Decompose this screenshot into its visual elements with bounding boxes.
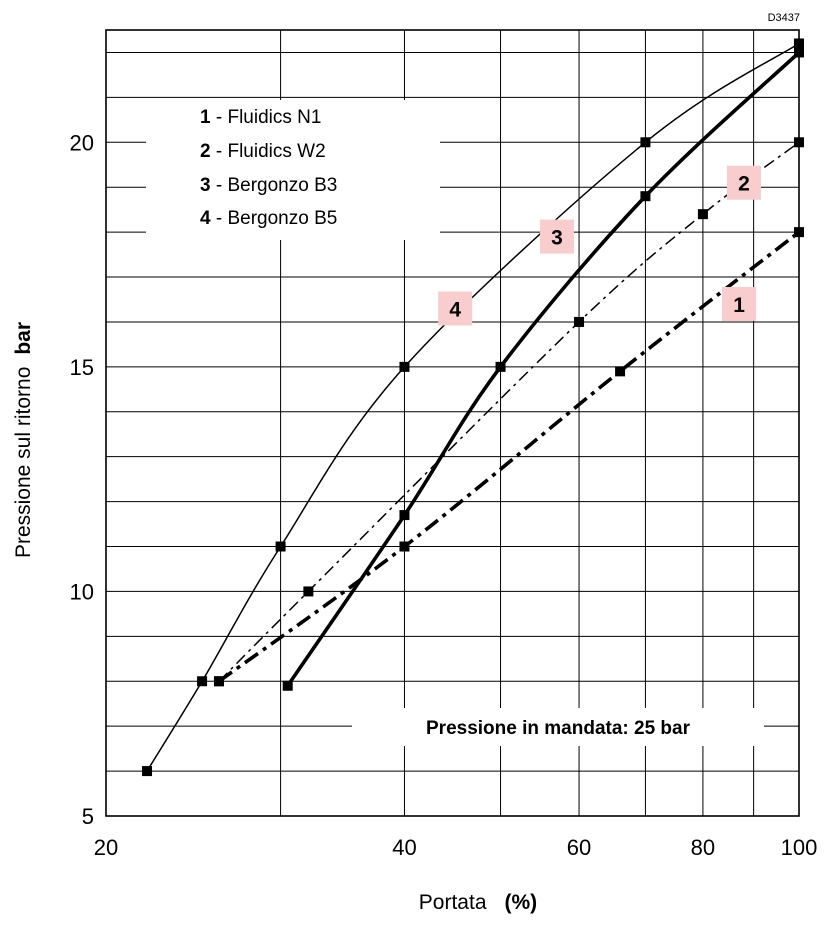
series-3-badge-box: [539, 219, 574, 254]
series-4-marker-4: [640, 137, 651, 148]
legend-box: [146, 100, 440, 240]
legend-entry-3-separator: -: [211, 175, 228, 196]
x-tick-label-20: 20: [94, 835, 118, 860]
series-3-marker-0: [282, 680, 293, 691]
legend-entry-3: 3 - Bergonzo B3: [200, 175, 337, 196]
series-1-line: [217, 230, 801, 683]
series-4-marker-2: [275, 541, 286, 552]
legend-entry-2-number: 2: [200, 141, 211, 162]
series-2-marker-3: [697, 209, 708, 220]
series-4-marker-3: [399, 361, 410, 372]
series-2-line: [218, 141, 800, 682]
x-tick-label-40: 40: [392, 835, 416, 860]
series-3-marker-3: [640, 191, 651, 202]
series-3-marker-4: [794, 47, 804, 58]
legend: 1 - Fluidics N1 2 - Fluidics W2 3 - Berg…: [146, 100, 440, 240]
legend-entry-4: 4 - Bergonzo B5: [200, 208, 337, 229]
series-badges: 1 2 3 4: [438, 165, 761, 326]
series-4: [142, 38, 804, 777]
series-2-marker-1: [303, 586, 314, 597]
legend-entry-2-label: Fluidics W2: [227, 141, 325, 162]
x-axis-label: Portata: [419, 891, 487, 914]
series-2-marker-2: [574, 316, 585, 327]
y-axis-unit: bar: [12, 322, 35, 355]
legend-entry-4-label: Bergonzo B5: [227, 208, 337, 229]
legend-entry-4-separator: -: [211, 208, 228, 229]
x-axis-title: Portata (%): [419, 891, 537, 914]
legend-entry-1: 1 - Fluidics N1: [200, 107, 321, 128]
series-3: [282, 47, 804, 691]
x-tick-label-100: 100: [781, 835, 818, 860]
series-2: [213, 137, 804, 687]
y-tick-label-10: 10: [70, 579, 94, 604]
y-axis-title: Pressione sul ritorno bar: [12, 322, 35, 558]
x-tick-label-80: 80: [691, 835, 715, 860]
series-1-badge-label: 1: [733, 294, 745, 317]
series-3-marker-1: [399, 510, 410, 521]
grid: [106, 30, 799, 816]
legend-entry-1-separator: -: [211, 107, 228, 128]
series-4-badge-box: [438, 291, 473, 326]
series-2-marker-0: [213, 676, 224, 687]
series-4-marker-5: [794, 38, 804, 49]
legend-entry-3-number: 3: [200, 175, 211, 196]
annotation-text: Pressione in mandata: 25 bar: [426, 718, 691, 739]
series-2-badge-box: [726, 165, 761, 200]
plot-frame: [105, 29, 800, 817]
series-1-marker-2: [615, 366, 626, 377]
series-2-badge: 2: [726, 165, 761, 200]
series-3-marker-2: [495, 361, 506, 372]
series-4-marker-0: [142, 766, 153, 777]
tick-labels: 20 40 60 80 100 5 10 15 20: [70, 130, 818, 860]
y-axis-label: Pressione sul ritorno: [12, 367, 35, 558]
annotation: Pressione in mandata: 25 bar: [352, 708, 764, 746]
legend-entry-3-label: Bergonzo B3: [227, 175, 337, 196]
y-tick-label-15: 15: [70, 355, 94, 380]
series-1-marker-3: [794, 227, 804, 238]
series-1-badge-box: [722, 286, 757, 321]
series-4-badge-label: 4: [449, 298, 461, 321]
legend-entry-4-number: 4: [200, 208, 211, 229]
legend-entry-1-label: Fluidics N1: [227, 107, 321, 128]
series-layer: [142, 38, 804, 777]
y-tick-label-20: 20: [70, 130, 94, 155]
series-1-badge: 1: [722, 286, 757, 321]
legend-entry-1-number: 1: [200, 107, 211, 128]
legend-entry-2: 2 - Fluidics W2: [200, 141, 326, 162]
x-tick-label-60: 60: [567, 835, 591, 860]
series-4-badge: 4: [438, 291, 473, 326]
x-axis-unit: (%): [505, 891, 538, 914]
series-3-badge-label: 3: [551, 227, 563, 250]
series-2-badge-label: 2: [738, 173, 750, 196]
annotation-box: [352, 708, 764, 746]
legend-entry-2-separator: -: [211, 141, 228, 162]
drawing-code: D3437: [768, 12, 800, 24]
y-tick-label-5: 5: [82, 804, 94, 829]
series-3-badge: 3: [539, 219, 574, 254]
series-1-marker-1: [399, 541, 410, 552]
series-2-marker-4: [794, 137, 804, 148]
series-4-marker-1: [197, 676, 208, 687]
